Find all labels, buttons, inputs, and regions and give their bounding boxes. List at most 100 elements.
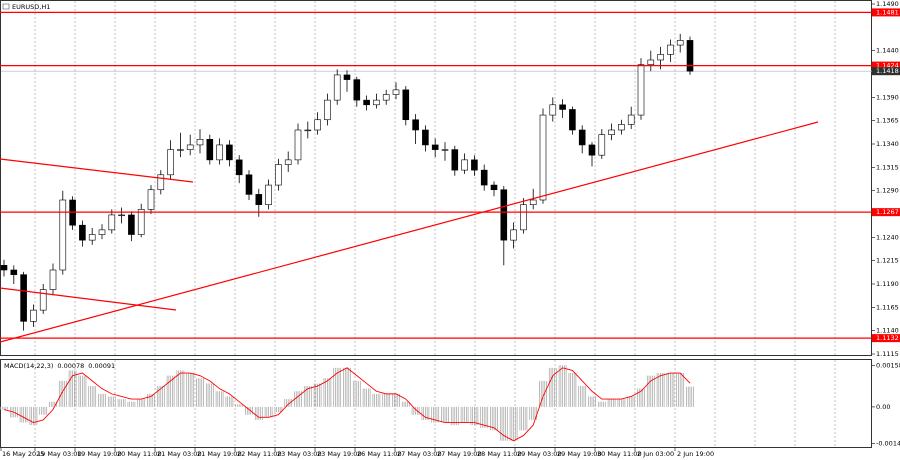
chart-title: EURUSD,H1 bbox=[12, 3, 50, 11]
signal-value: 0.00091 bbox=[88, 362, 115, 370]
candle-body bbox=[608, 129, 615, 135]
candle-body bbox=[79, 224, 86, 241]
x-tick-label: 27 May 19:00 bbox=[437, 450, 482, 458]
macd-value: 0.00078 bbox=[57, 362, 84, 370]
x-tick-label: 2 Jun 03:00 bbox=[637, 450, 674, 458]
candle-body bbox=[549, 104, 557, 116]
x-tick-label: 20 May 11:00 bbox=[117, 450, 162, 458]
candle-body bbox=[157, 174, 165, 191]
candle-body bbox=[402, 89, 410, 121]
y-tick-label: 1.1340 bbox=[876, 140, 899, 148]
candle-body bbox=[657, 54, 664, 61]
candle-body bbox=[49, 269, 57, 290]
x-tick-label: 21 May 03:00 bbox=[157, 450, 202, 458]
candle-body bbox=[59, 199, 67, 271]
candle-body bbox=[147, 189, 155, 210]
candle-body bbox=[422, 129, 429, 146]
marks-layer bbox=[0, 11, 872, 442]
x-tick-label: 30 May 11:00 bbox=[597, 450, 642, 458]
last-price-box bbox=[872, 67, 900, 76]
candle-body bbox=[431, 144, 439, 150]
candle-body bbox=[20, 274, 27, 322]
candle-body bbox=[637, 64, 645, 116]
candle-body bbox=[284, 159, 292, 165]
candle-body bbox=[216, 144, 223, 161]
candle-body bbox=[186, 144, 194, 150]
y-tick-label: -0.0014 bbox=[876, 439, 900, 447]
candle-body bbox=[480, 169, 488, 186]
level-label-box bbox=[872, 208, 900, 217]
y-tick-label: 1.1440 bbox=[876, 47, 899, 55]
price-panel bbox=[0, 0, 872, 356]
grid-layer bbox=[1, 1, 872, 447]
macd-panel bbox=[0, 359, 872, 448]
macd-title: MACD(14,22,3) bbox=[4, 362, 53, 370]
candle-body bbox=[0, 265, 8, 271]
candle-body bbox=[598, 134, 606, 156]
candle-body bbox=[108, 214, 116, 231]
candle-body bbox=[314, 119, 321, 131]
y-tick-label: 1.1365 bbox=[876, 117, 899, 125]
level-label: 1.1424 bbox=[876, 62, 899, 70]
candle-body bbox=[490, 184, 498, 191]
candle-body bbox=[559, 104, 566, 110]
candle-body bbox=[520, 204, 527, 231]
y-tick-label: 1.1115 bbox=[876, 350, 899, 358]
candle-body bbox=[529, 199, 537, 205]
y-tick-label: 1.1215 bbox=[876, 257, 899, 265]
y-tick-label: 1.1390 bbox=[876, 93, 899, 101]
y-tick-label: 0.00158 bbox=[876, 362, 900, 370]
candle-body bbox=[667, 44, 674, 55]
level-label: 1.1481 bbox=[876, 8, 899, 16]
candle-body bbox=[333, 74, 341, 101]
candle-body bbox=[98, 229, 106, 235]
x-tick-label: 2 Jun 19:00 bbox=[677, 450, 714, 458]
candle-body bbox=[569, 109, 576, 131]
candle-body bbox=[39, 289, 47, 311]
candle-body bbox=[304, 129, 312, 132]
candle-body bbox=[382, 94, 390, 101]
candle-body bbox=[10, 269, 18, 275]
candle-body bbox=[353, 79, 361, 101]
candle-body bbox=[471, 159, 478, 171]
candle-body bbox=[676, 40, 684, 46]
candle-body bbox=[363, 99, 370, 106]
signal-line bbox=[3, 367, 691, 442]
level-label-box bbox=[872, 334, 900, 343]
candle-body bbox=[275, 164, 282, 186]
candle-body bbox=[539, 114, 547, 201]
last-price-label: 1.1418 bbox=[876, 67, 899, 75]
candle-body bbox=[441, 149, 449, 151]
candle-body bbox=[128, 214, 135, 235]
candle-body bbox=[510, 229, 517, 241]
candle-body bbox=[265, 184, 272, 205]
candle-body bbox=[578, 129, 586, 146]
candle-body bbox=[255, 194, 263, 205]
candle-body bbox=[206, 139, 214, 161]
candle-body bbox=[343, 74, 351, 80]
y-tick-label: 1.1140 bbox=[876, 327, 899, 335]
candle-body bbox=[30, 309, 37, 322]
candle-body bbox=[294, 129, 302, 161]
candle-body bbox=[588, 144, 596, 156]
level-label-box bbox=[872, 61, 900, 70]
trend-line bbox=[0, 287, 177, 311]
y-tick-label: 1.1315 bbox=[876, 163, 899, 171]
candle-body bbox=[226, 144, 233, 161]
x-tick-label: 29 May 19:00 bbox=[557, 450, 602, 458]
candle-body bbox=[461, 159, 468, 171]
candle-body bbox=[647, 59, 655, 65]
candle-body bbox=[451, 149, 459, 171]
y-tick-label: 1.1240 bbox=[876, 233, 899, 241]
level-label: 1.1267 bbox=[876, 208, 899, 216]
x-tick-label: 23 May 19:00 bbox=[317, 450, 362, 458]
candle-body bbox=[235, 159, 243, 176]
candle-body bbox=[245, 174, 253, 195]
candle-body bbox=[500, 189, 508, 241]
x-tick-label: 29 May 03:00 bbox=[517, 450, 562, 458]
trend-line bbox=[0, 121, 819, 343]
candle-body bbox=[618, 124, 625, 131]
candle-body bbox=[412, 119, 419, 131]
x-tick-label: 16 May 2025 bbox=[2, 450, 44, 458]
